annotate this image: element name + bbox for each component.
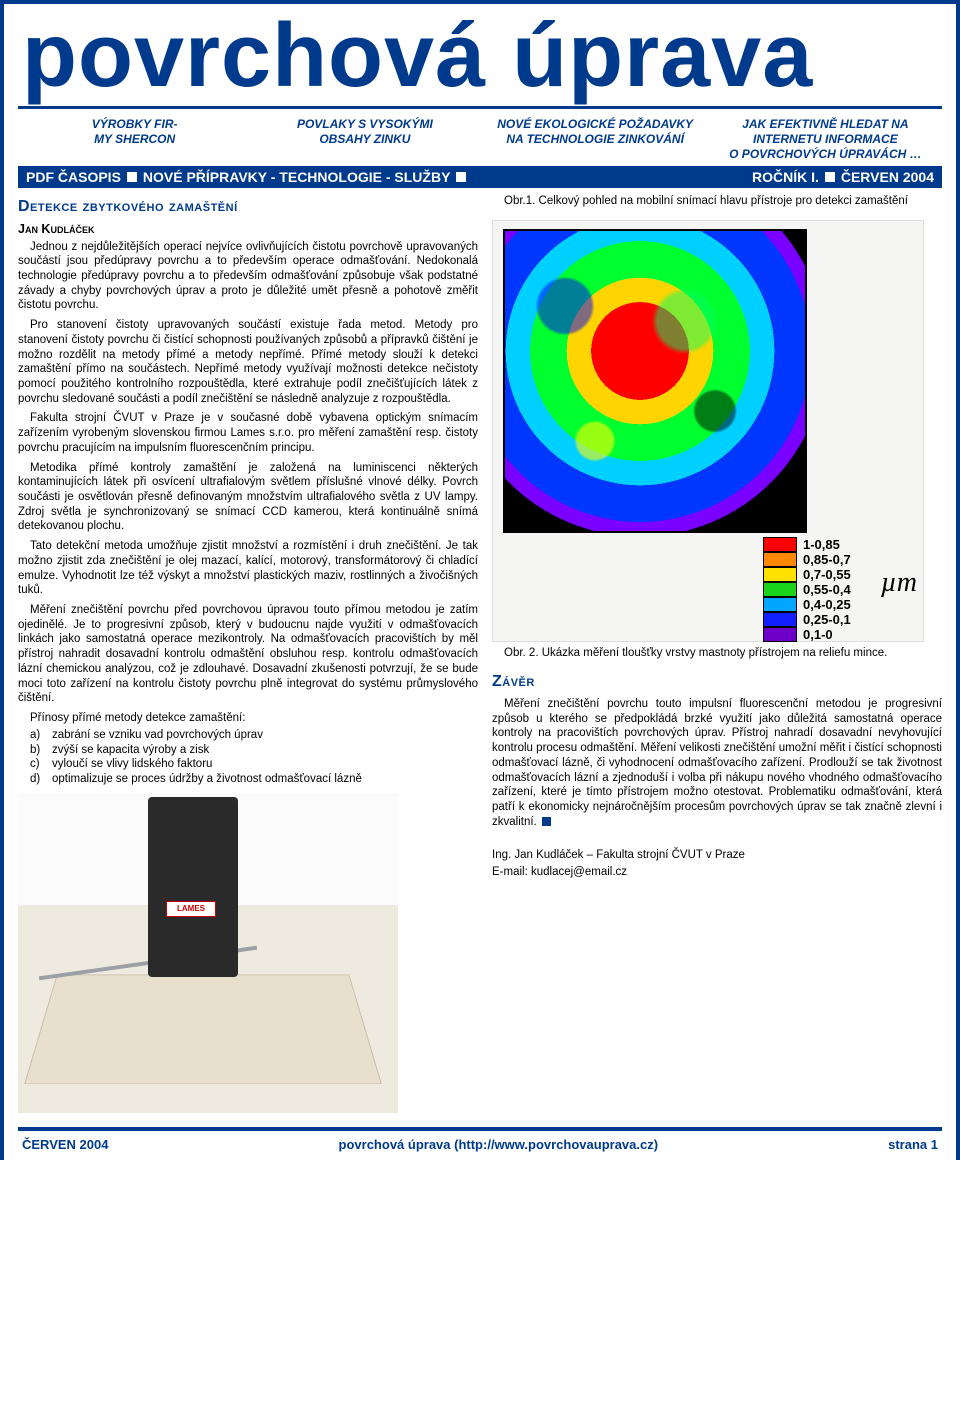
legend-label: 0,7-0,55 (803, 567, 851, 582)
footer-right: strana 1 (888, 1137, 938, 1152)
benefit-text: zvýší se kapacita výroby a zisk (52, 743, 209, 758)
benefit-text: zabrání se vzniku vad povrchových úprav (52, 728, 263, 743)
article-author: Jan Kudláček (18, 222, 478, 236)
zaver-body: Měření znečištění povrchu touto impulsní… (492, 697, 942, 829)
figure2-caption: Obr. 2. Ukázka měření tloušťky vrstvy ma… (492, 646, 942, 661)
column-left: Detekce zbytkového zamaštění Jan Kudláče… (18, 194, 478, 1113)
strip-date: ČERVEN 2004 (841, 169, 934, 185)
nav-text: INTERNETU INFORMACE (753, 132, 898, 146)
legend-swatch (763, 612, 797, 627)
benefit-key: a) (18, 728, 52, 743)
author-signature: Ing. Jan Kudláček – Fakulta strojní ČVUT… (492, 847, 942, 879)
strip-mid: NOVÉ PŘÍPRAVKY - TECHNOLOGIE - SLUŽBY (143, 169, 451, 185)
legend-swatch (763, 567, 797, 582)
paragraph: Pro stanovení čistoty upravovaných součá… (18, 318, 478, 406)
lames-badge: LAMES (166, 901, 216, 917)
paragraph: Metodika přímé kontroly zamaštění je zal… (18, 461, 478, 535)
article-body: Jednou z nejdůležitějších operací nejvíc… (18, 240, 478, 787)
legend-swatch (763, 582, 797, 597)
nav-item-3[interactable]: NOVÉ EKOLOGICKÉ POŽADAVKY NA TECHNOLOGIE… (481, 117, 710, 162)
nav-text: MY SHERCON (94, 132, 175, 146)
benefit-key: b) (18, 743, 52, 758)
nav-text: POVLAKY S VYSOKÝMI (297, 117, 433, 131)
square-icon (825, 172, 835, 182)
column-right: Obr.1. Celkový pohled na mobilní snímací… (492, 194, 942, 1113)
strip-rocnik: ROČNÍK I. (752, 169, 819, 185)
strip-left: PDF ČASOPIS (26, 169, 121, 185)
paragraph: Fakulta strojní ČVUT v Praze je v součas… (18, 411, 478, 455)
nav-text: NOVÉ EKOLOGICKÉ POŽADAVKY (497, 117, 693, 131)
benefits-list: a)zabrání se vzniku vad povrchových úpra… (18, 728, 478, 787)
benefits-title: Přínosy přímé metody detekce zamaštění: (18, 711, 478, 726)
blue-strip: PDF ČASOPIS NOVÉ PŘÍPRAVKY - TECHNOLOGIE… (18, 166, 942, 188)
legend-swatch (763, 552, 797, 567)
nav-item-2[interactable]: POVLAKY S VYSOKÝMI OBSAHY ZINKU (250, 117, 479, 162)
footer-left: ČERVEN 2004 (22, 1137, 108, 1152)
zaver-text: Měření znečištění povrchu touto impulsní… (492, 698, 942, 828)
nav-text: VÝROBKY FIR- (92, 117, 178, 131)
benefit-key: d) (18, 772, 52, 787)
nav-row: VÝROBKY FIR- MY SHERCON POVLAKY S VYSOKÝ… (18, 113, 942, 166)
square-icon (456, 172, 466, 182)
legend-label: 1-0,85 (803, 537, 840, 552)
legend-label: 0,4-0,25 (803, 597, 851, 612)
nav-text: O POVRCHOVÝCH ÚPRAVÁCH … (729, 147, 921, 161)
legend-swatch (763, 537, 797, 552)
square-icon (127, 172, 137, 182)
instrument-body (148, 797, 238, 977)
nav-text: JAK EFEKTIVNĚ HLEDAT NA (742, 117, 908, 131)
legend-label: 0,85-0,7 (803, 552, 851, 567)
page: povrchová úprava VÝROBKY FIR- MY SHERCON… (0, 0, 960, 1160)
benefit-key: c) (18, 757, 52, 772)
masthead-title: povrchová úprava (18, 14, 942, 100)
signature-line2: E-mail: kudlacej@email.cz (492, 864, 942, 880)
legend-label: 0,25-0,1 (803, 612, 851, 627)
end-square-icon (542, 817, 551, 826)
paragraph: Jednou z nejdůležitějších operací nejvíc… (18, 240, 478, 314)
sample-plate (24, 974, 382, 1084)
footer-center: povrchová úprava (http://www.povrchovaup… (339, 1137, 659, 1152)
benefit-text: vyloučí se vlivy lidského faktoru (52, 757, 212, 772)
legend-swatch (763, 627, 797, 642)
instrument-photo: LAMES (18, 793, 398, 1113)
nav-text: NA TECHNOLOGIE ZINKOVÁNÍ (506, 132, 684, 146)
coin-heatmap (503, 229, 807, 533)
zaver-title: Závěr (492, 673, 942, 691)
content-columns: Detekce zbytkového zamaštění Jan Kudláče… (18, 188, 942, 1113)
article-title: Detekce zbytkového zamaštění (18, 198, 478, 216)
legend-swatch (763, 597, 797, 612)
figure1-caption: Obr.1. Celkový pohled na mobilní snímací… (492, 194, 942, 209)
legend-label: 0,1-0 (803, 627, 833, 642)
nav-item-1[interactable]: VÝROBKY FIR- MY SHERCON (20, 117, 249, 162)
signature-line1: Ing. Jan Kudláček – Fakulta strojní ČVUT… (492, 847, 942, 863)
figure1: 1-0,85 0,85-0,7 0,7-0,55 0,55-0,4 0,4-0,… (492, 220, 924, 642)
nav-text: OBSAHY ZINKU (319, 132, 410, 146)
paragraph: Měření znečištění povrchu před povrchovo… (18, 603, 478, 706)
nav-item-4[interactable]: JAK EFEKTIVNĚ HLEDAT NA INTERNETU INFORM… (711, 117, 940, 162)
paragraph: Tato detekční metoda umožňuje zjistit mn… (18, 539, 478, 598)
legend-label: 0,55-0,4 (803, 582, 851, 597)
benefit-text: optimalizuje se proces údržby a životnos… (52, 772, 362, 787)
micrometer-unit: µm (881, 567, 917, 599)
page-footer: ČERVEN 2004 povrchová úprava (http://www… (18, 1127, 942, 1160)
